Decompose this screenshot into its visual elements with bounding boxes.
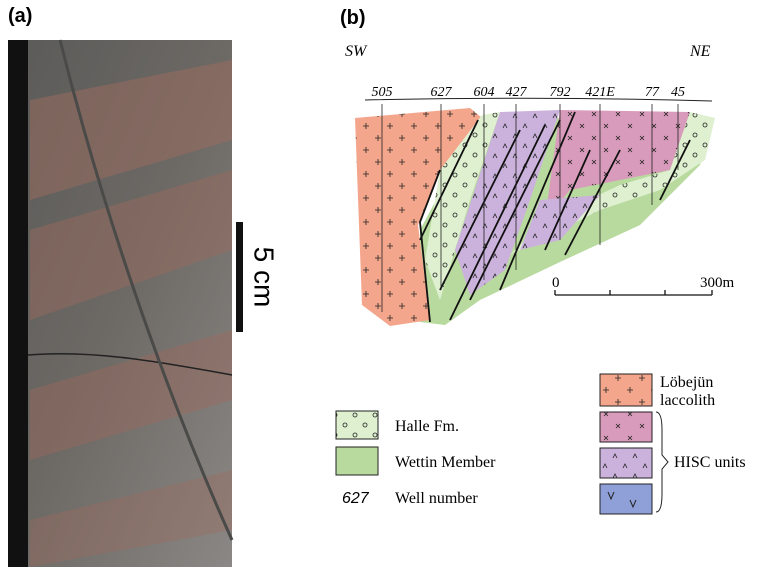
panel-label: (a) bbox=[8, 5, 32, 27]
well-number: 505 bbox=[372, 85, 393, 100]
legend-well-sample: 627 bbox=[342, 490, 370, 507]
well-number: 421E bbox=[585, 85, 615, 100]
well-number: 604 bbox=[474, 85, 495, 100]
well-number: 45 bbox=[671, 85, 685, 100]
photo bbox=[8, 40, 232, 567]
legend-label: HISC units bbox=[674, 454, 746, 471]
legend-label: Halle Fm. bbox=[395, 418, 459, 435]
legend-label: Löbejün bbox=[660, 374, 713, 391]
well-number: 627 bbox=[431, 85, 453, 100]
direction: SW bbox=[345, 43, 368, 60]
distance-scale bbox=[555, 290, 712, 295]
cross-section bbox=[355, 98, 715, 326]
scale-end: 300m bbox=[700, 275, 735, 291]
legend-label: Wettin Member bbox=[395, 454, 496, 471]
legend bbox=[336, 374, 668, 514]
well-number: 792 bbox=[550, 85, 571, 100]
legend-label: Well number bbox=[395, 490, 478, 507]
scale-bar bbox=[236, 222, 243, 332]
well-number: 77 bbox=[645, 85, 660, 100]
scale-start: 0 bbox=[552, 275, 560, 291]
scale-label: 5 cm bbox=[249, 247, 280, 308]
figure: (a) 5 cm (b) SW NE 505627604427792421E77… bbox=[0, 0, 767, 567]
legend-label: laccolith bbox=[660, 392, 715, 409]
direction: NE bbox=[689, 43, 711, 60]
panel-label: (b) bbox=[340, 7, 366, 29]
